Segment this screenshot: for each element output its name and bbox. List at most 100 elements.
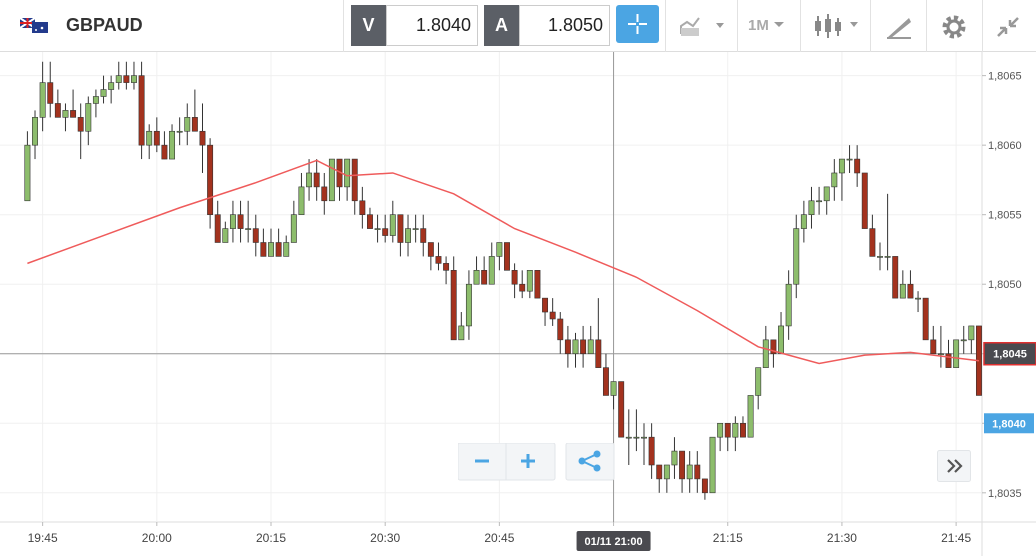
candle-body: [618, 381, 625, 438]
moving-average: [27, 159, 980, 365]
toolbar: GBPAUD V 1.8040 A 1.8050 1M: [0, 0, 1036, 52]
candle-body: [610, 381, 617, 396]
candle-body: [153, 130, 160, 146]
candle-body: [405, 228, 411, 243]
y-tick-label: 1,8035: [988, 488, 1022, 500]
candle-body: [595, 339, 602, 368]
candle-body: [32, 117, 38, 146]
candle-body: [268, 242, 274, 257]
last-price-label: 1,8045: [993, 349, 1027, 361]
candle-body: [671, 450, 678, 466]
candle-body: [176, 130, 183, 133]
candle-type-button[interactable]: [812, 12, 862, 40]
bid-price-tag: [984, 413, 1034, 434]
draw-tools-button[interactable]: [884, 13, 914, 41]
bid-price[interactable]: 1.8040: [386, 5, 478, 46]
candle-body: [131, 75, 137, 83]
candle-body: [663, 464, 670, 480]
candle-body: [915, 297, 922, 300]
flag: [20, 18, 48, 33]
candle-body: [968, 325, 975, 341]
chart-type-button[interactable]: [678, 14, 728, 38]
candle-body: [313, 172, 320, 188]
candle-body: [892, 256, 899, 299]
candle-body: [511, 270, 518, 285]
candle-body: [359, 200, 366, 215]
ask-label[interactable]: A: [484, 5, 519, 46]
crosshair-time-tag: [576, 531, 651, 551]
ask-price[interactable]: 1.8050: [519, 5, 610, 46]
candle-body: [275, 242, 282, 257]
candle-body: [115, 75, 122, 83]
candle-body: [298, 186, 305, 215]
candle-body: [572, 339, 579, 355]
x-tick-label: 21:15: [713, 531, 743, 545]
candle-body: [907, 283, 914, 299]
symbol: GBPAUD: [66, 15, 143, 35]
candle-body: [473, 270, 480, 285]
candle-body: [138, 75, 145, 146]
candle-body: [184, 117, 191, 132]
candle-body: [877, 256, 883, 258]
candle-body: [869, 228, 876, 257]
candle-body: [534, 270, 541, 299]
candle-body: [542, 297, 549, 313]
candle-body: [656, 464, 663, 480]
crosshair-button[interactable]: [616, 5, 659, 43]
zoom-controls: [458, 443, 615, 481]
bid-label[interactable]: V: [351, 5, 386, 46]
x-tick-label: 21:30: [827, 531, 857, 545]
candle-body: [24, 144, 31, 202]
collapse-button[interactable]: [994, 14, 1022, 40]
candle-body: [724, 422, 731, 438]
candle-body: [100, 89, 107, 97]
candle-body: [580, 339, 587, 355]
x-tick-label: 20:45: [484, 531, 514, 545]
zoom-in[interactable]: [521, 454, 535, 468]
bid-price-label: 1,8040: [992, 418, 1026, 430]
candle-body: [488, 256, 495, 285]
candle-body: [747, 395, 754, 438]
candle-body: [922, 297, 929, 341]
settings-button[interactable]: [940, 13, 968, 41]
candle-body: [427, 242, 434, 257]
candle-body: [686, 464, 693, 480]
candle-body: [945, 353, 952, 368]
candle-body: [222, 228, 229, 243]
candle-body: [328, 158, 335, 202]
share-button[interactable]: [565, 443, 615, 481]
timeframe[interactable]: 1M: [748, 17, 769, 34]
candle-body: [108, 82, 115, 90]
candle-body: [252, 228, 259, 243]
x-tick-label: 20:15: [256, 531, 286, 545]
candle-body: [740, 422, 746, 438]
candle-body: [283, 242, 290, 257]
candle-body: [39, 82, 46, 118]
chart: 1,8035 1,8040 1,8045 1,8050 1,8055 1,8060 1,80…: [0, 52, 1036, 556]
candle-body: [214, 214, 221, 243]
candle-body: [450, 270, 457, 341]
crosshair-time-label: 01/11 21:00: [584, 536, 642, 548]
x-tick-label: 21:45: [941, 531, 971, 545]
candle-body: [648, 436, 655, 466]
candle-body: [679, 450, 686, 480]
candle-body: [47, 82, 54, 104]
candle-body: [191, 117, 198, 132]
scroll-right-button[interactable]: [937, 450, 971, 482]
candle-body: [77, 117, 84, 132]
candle-body: [321, 186, 328, 202]
candle-body: [831, 172, 838, 188]
candle-body: [854, 158, 861, 174]
candle-body: [496, 242, 503, 257]
candle-body: [389, 214, 396, 236]
candle-body: [800, 214, 807, 229]
candle-body: [884, 256, 891, 258]
candle-body: [70, 110, 77, 118]
x-tick-label: 20:30: [370, 531, 400, 545]
candle-body: [344, 158, 351, 188]
candle-body: [229, 214, 236, 229]
y-tick-label: 1,8050: [988, 279, 1022, 291]
candle-body: [587, 339, 594, 355]
candle-body: [633, 436, 640, 439]
